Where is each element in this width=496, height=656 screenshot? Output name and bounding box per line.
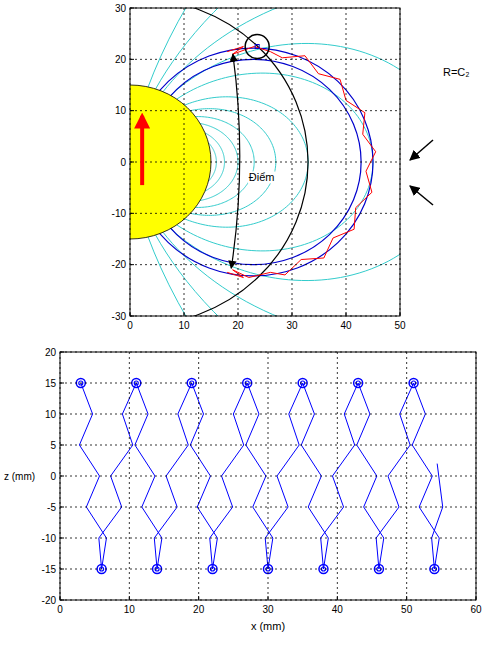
tick-label: -10: [112, 208, 127, 219]
tick-mark: [60, 600, 64, 601]
tick-label: 0: [50, 471, 56, 482]
tick-label: 30: [115, 3, 127, 14]
tick-mark: [238, 312, 239, 316]
grid-line: [60, 569, 476, 570]
tick-label: -10: [42, 533, 57, 544]
tick-mark: [476, 596, 477, 600]
grid-line: [130, 213, 400, 214]
tick-label: 40: [340, 320, 352, 331]
tick-label: 5: [50, 440, 56, 451]
tick-label: 15: [45, 378, 57, 389]
axis-title: z (mm): [4, 471, 35, 482]
grid-line: [60, 538, 476, 539]
axis-title: x (mm): [251, 620, 285, 632]
grid-line: [130, 162, 400, 163]
panel-1: 0 10 20 30 40 50 60 -20 -15 -10 -5 0 5 10 15 20: [42, 347, 482, 616]
plot-area: [130, 8, 400, 316]
tick-label: 60: [470, 604, 482, 615]
grid-line: [60, 507, 476, 508]
tick-mark: [400, 312, 401, 316]
tick-mark: [130, 8, 134, 9]
tick-mark: [60, 383, 64, 384]
grid-line: [198, 352, 199, 600]
tick-label: -15: [42, 564, 57, 575]
tick-label: 10: [124, 604, 136, 615]
tick-mark: [130, 316, 134, 317]
pointer-arrow: [410, 186, 433, 205]
tick-label: -20: [42, 595, 57, 606]
tick-mark: [130, 110, 134, 111]
plot-background: [60, 352, 476, 600]
frame: [60, 352, 476, 600]
tick-mark: [130, 264, 134, 265]
tick-label: 10: [115, 105, 127, 116]
annotation: R=C₂: [443, 66, 470, 78]
bounce-arrow: [231, 54, 240, 268]
grid-line: [238, 8, 239, 316]
tick-mark: [60, 476, 64, 477]
tick-label: 30: [286, 320, 298, 331]
grid-line: [60, 476, 476, 477]
grid-line: [60, 414, 476, 415]
grid-line: [130, 264, 400, 265]
tick-mark: [60, 538, 64, 539]
tick-mark: [198, 596, 199, 600]
tick-label: 20: [193, 604, 205, 615]
frame: [130, 8, 400, 316]
tick-mark: [60, 569, 64, 570]
tick-mark: [60, 596, 61, 600]
tick-label: 40: [332, 604, 344, 615]
pointer-arrow: [410, 140, 433, 160]
tick-mark: [130, 312, 131, 316]
highlight-circle: [245, 35, 269, 59]
tick-mark: [60, 445, 64, 446]
tick-mark: [129, 596, 130, 600]
tick-label: 20: [45, 347, 57, 358]
tick-mark: [130, 213, 134, 214]
tick-mark: [130, 59, 134, 60]
tick-label: 0: [120, 157, 126, 168]
tick-label: 0: [57, 604, 63, 615]
tick-label: 0: [127, 320, 133, 331]
annotation-background: [248, 171, 276, 183]
tick-mark: [184, 312, 185, 316]
tick-mark: [268, 596, 269, 600]
tick-mark: [60, 507, 64, 508]
grid-line: [184, 8, 185, 316]
start-point: [255, 45, 259, 49]
grid-line: [130, 59, 400, 60]
tick-mark: [60, 414, 64, 415]
tick-mark: [60, 352, 64, 353]
tick-mark: [346, 312, 347, 316]
dipole-arrow: [140, 116, 144, 185]
grid-line: [60, 383, 476, 384]
grid-line: [268, 352, 269, 600]
tick-label: -5: [47, 502, 56, 513]
grid-line: [129, 352, 130, 600]
tick-label: 20: [232, 320, 244, 331]
tick-label: 10: [45, 409, 57, 420]
tick-label: 20: [115, 54, 127, 65]
annotation: Điểm: [249, 171, 275, 183]
tick-label: 50: [401, 604, 413, 615]
tick-mark: [337, 596, 338, 600]
tick-label: 30: [262, 604, 274, 615]
panel-0: 01020304050-30-20-100102030: [0, 0, 496, 656]
tick-mark: [406, 596, 407, 600]
tick-label: 10: [178, 320, 190, 331]
marker-inner: [321, 567, 325, 571]
tick-label: 50: [394, 320, 406, 331]
grid-line: [60, 445, 476, 446]
grid-line: [130, 110, 400, 111]
tick-label: -30: [112, 311, 127, 322]
figure: 01020304050-30-20-100102030ĐiểmR=C₂01020…: [0, 0, 496, 656]
tick-label: -20: [112, 259, 127, 270]
tick-mark: [292, 312, 293, 316]
tick-mark: [130, 162, 134, 163]
